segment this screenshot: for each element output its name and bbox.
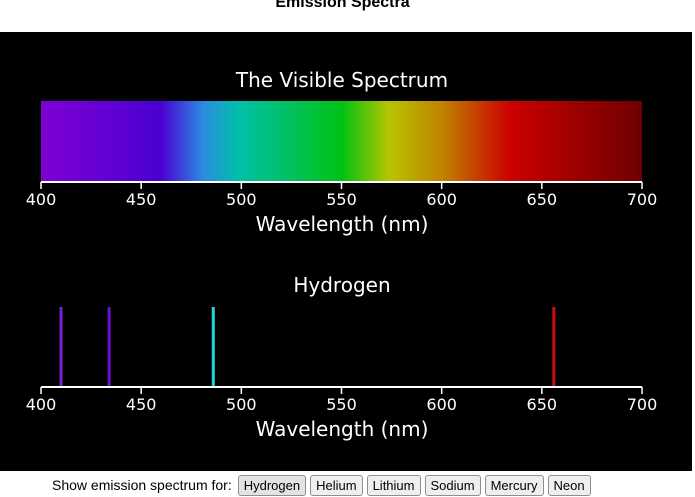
- page-title: Emission Spectra: [275, 0, 410, 11]
- emission-tick-label: 700: [627, 395, 658, 414]
- spectrum-xlabel: Wavelength (nm): [256, 212, 429, 236]
- visible-spectrum-bar: [41, 101, 642, 181]
- sodium-button[interactable]: Sodium: [424, 474, 481, 496]
- helium-button[interactable]: Helium: [310, 474, 363, 496]
- spectrum-tick-label: 550: [326, 190, 357, 209]
- emission-axis-ticks: 400 450 500 550 600 650 700: [26, 387, 658, 414]
- element-selector: Show emission spectrum for: Hydrogen Hel…: [52, 474, 591, 496]
- spectrum-tick-label: 450: [126, 190, 157, 209]
- spectrum-tick-label: 400: [26, 190, 57, 209]
- emission-xlabel: Wavelength (nm): [256, 417, 429, 441]
- spectrum-tick-label: 500: [226, 190, 257, 209]
- spectrum-tick-label: 600: [426, 190, 457, 209]
- spectra-canvas: The Visible Spectrum 400 450 500 550 600 650 7…: [26, 68, 658, 441]
- selector-label: Show emission spectrum for:: [52, 477, 232, 493]
- emission-tick-label: 400: [26, 395, 57, 414]
- mercury-button[interactable]: Mercury: [484, 474, 544, 496]
- emission-tick-label: 600: [426, 395, 457, 414]
- lithium-button[interactable]: Lithium: [366, 474, 421, 496]
- hydrogen-button[interactable]: Hydrogen: [237, 474, 307, 496]
- spectrum-tick-label: 700: [627, 190, 658, 209]
- emission-tick-label: 450: [126, 395, 157, 414]
- spectrum-axis-ticks: 400 450 500 550 600 650 700: [26, 182, 658, 209]
- spectra-stage: The Visible Spectrum 400 450 500 550 600 650 7…: [0, 32, 692, 471]
- spectrum-tick-label: 650: [527, 190, 558, 209]
- emission-lines: [59, 307, 556, 386]
- emission-tick-label: 650: [527, 395, 558, 414]
- neon-button[interactable]: Neon: [547, 474, 591, 496]
- emission-title: Hydrogen: [293, 273, 390, 297]
- emission-tick-label: 550: [326, 395, 357, 414]
- emission-tick-label: 500: [226, 395, 257, 414]
- spectrum-title: The Visible Spectrum: [235, 68, 448, 92]
